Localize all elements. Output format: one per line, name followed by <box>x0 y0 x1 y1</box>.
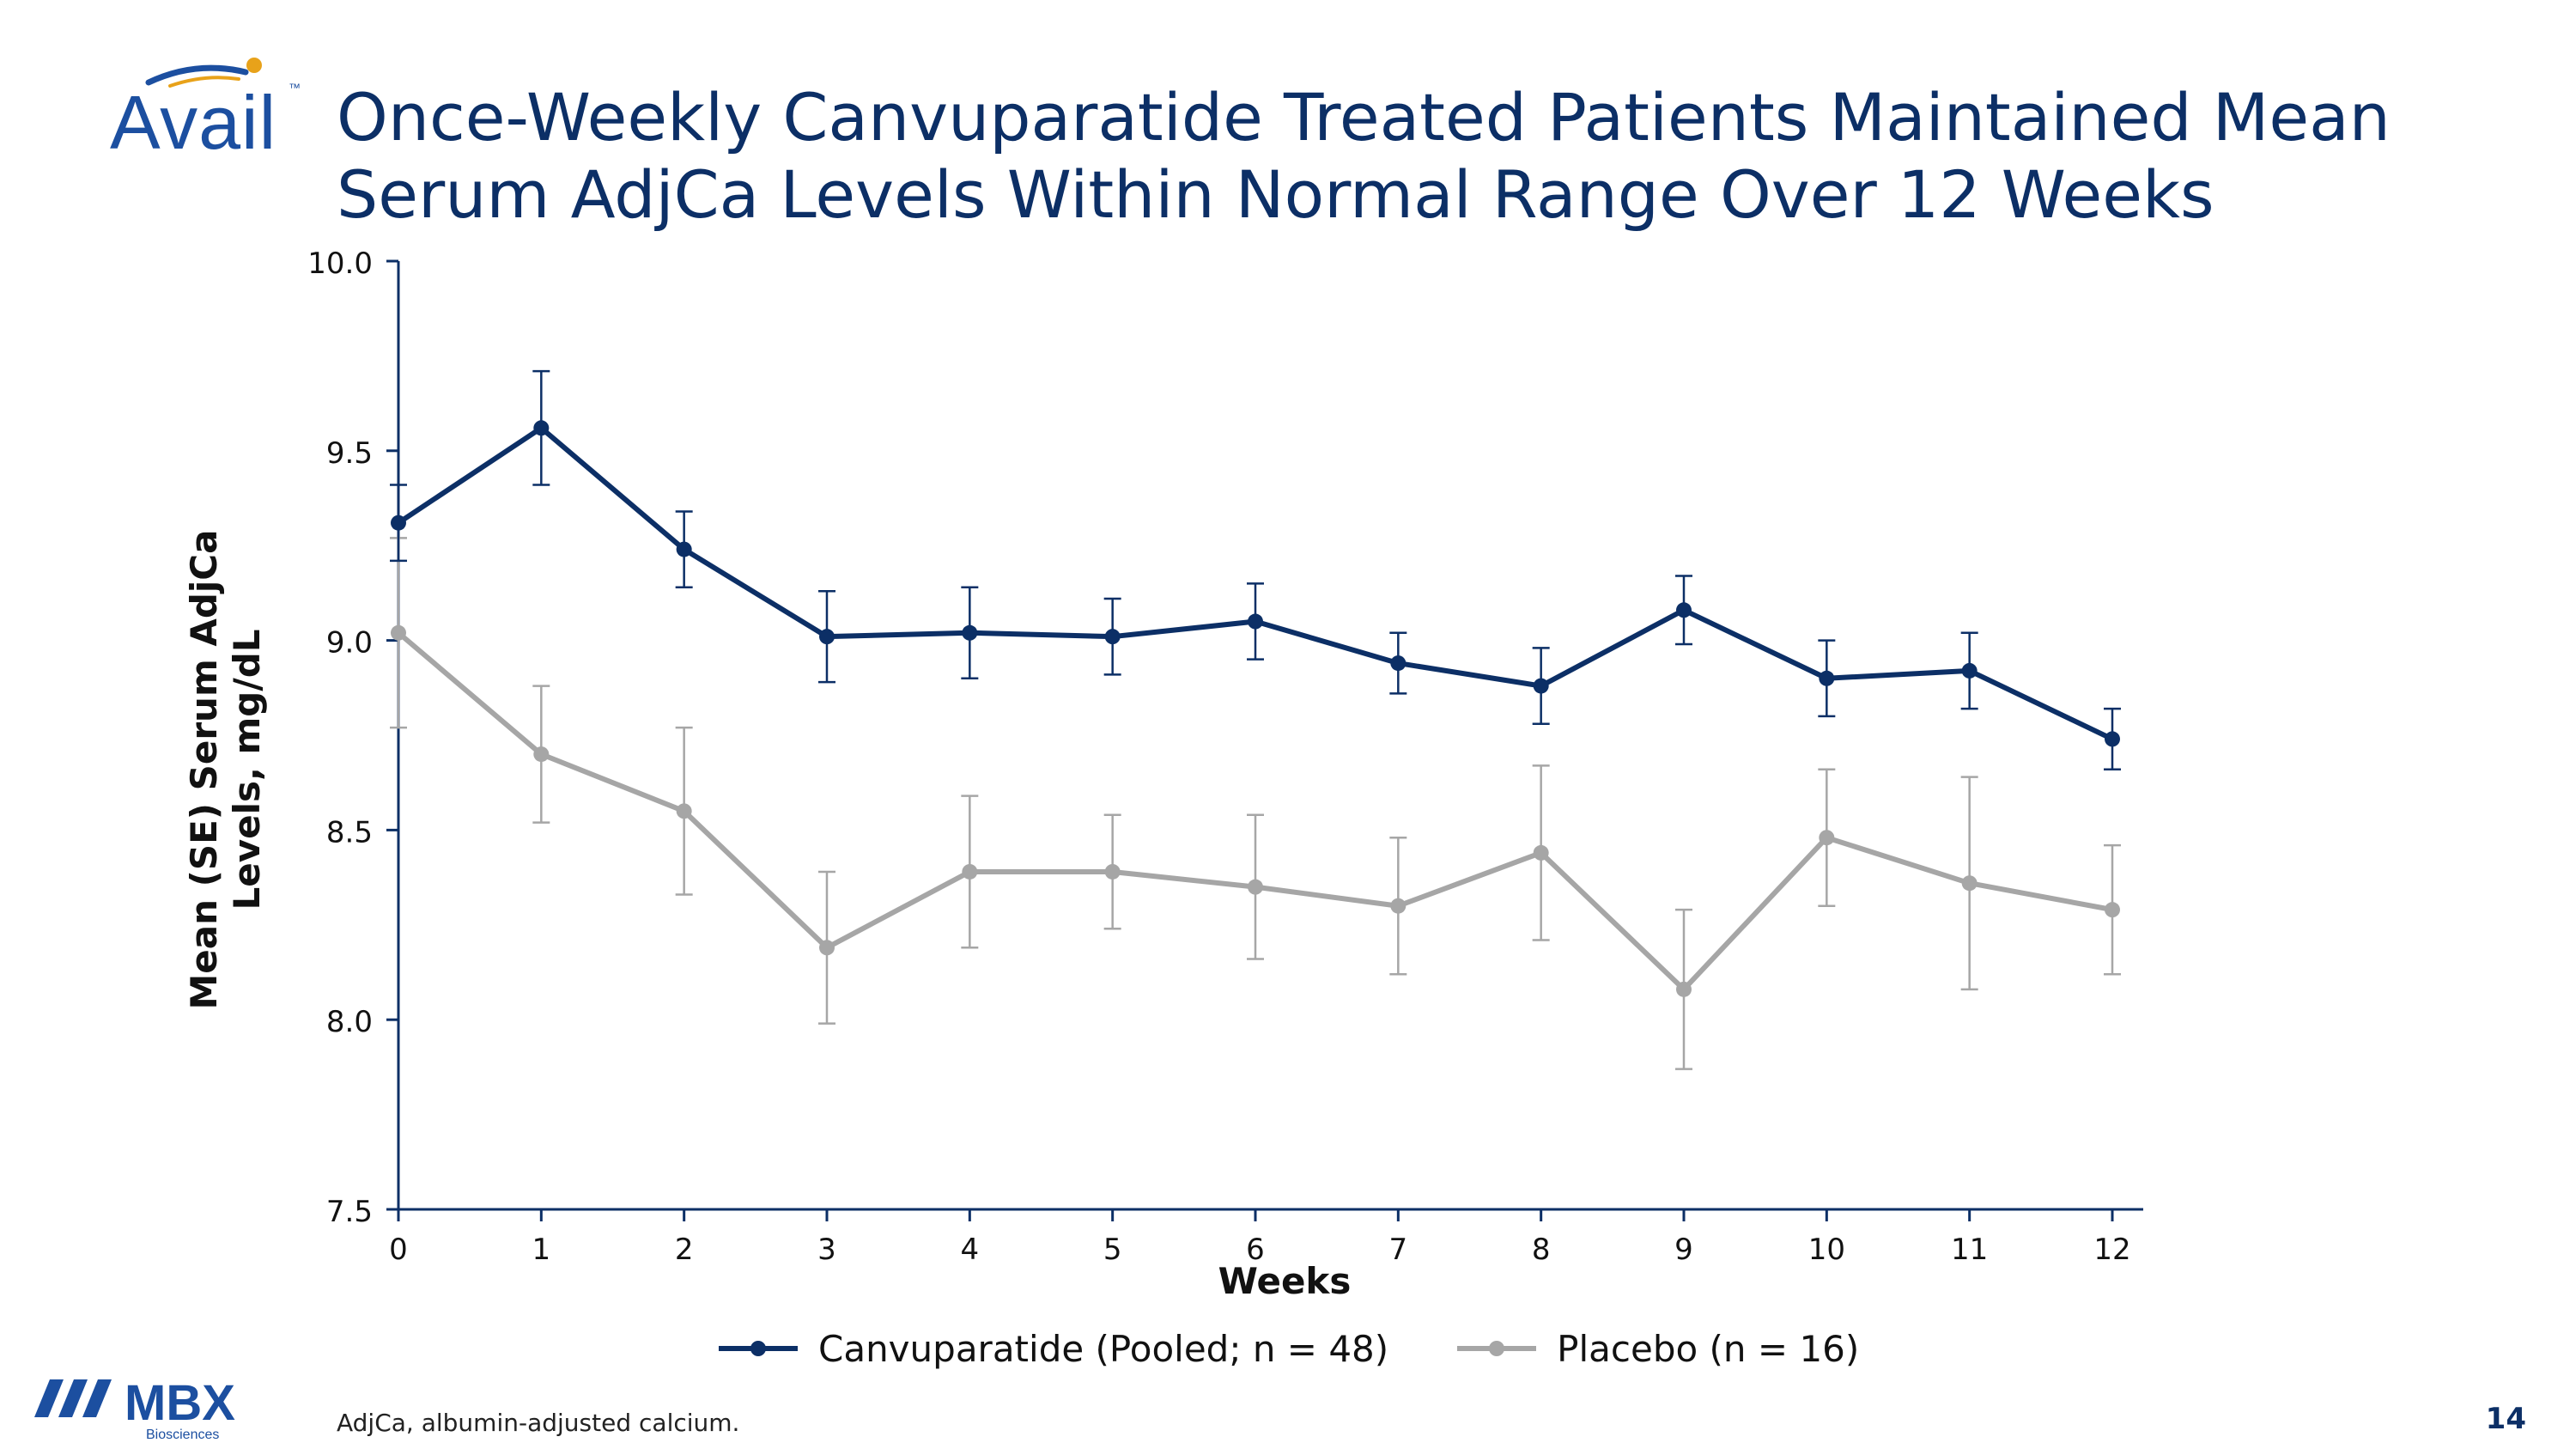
data-point-placebo <box>2105 902 2120 918</box>
x-tick-label: 6 <box>1246 1233 1265 1267</box>
mbx-logo: MBX Biosciences <box>34 1374 258 1443</box>
footnote: AdjCa, albumin-adjusted calcium. <box>337 1409 740 1437</box>
chart-axes: 7.58.08.59.09.510.00 1 2 3 4 5 6 7 8 9 10 11 12Weeks… <box>183 247 2143 1302</box>
data-point-placebo <box>819 940 835 956</box>
chart-series <box>390 369 2121 1070</box>
data-point-canvuparatide <box>1819 670 1835 686</box>
data-point-canvuparatide <box>1676 602 1692 618</box>
x-tick-label: 8 <box>1532 1233 1551 1267</box>
avail-logo: Avail ™ <box>110 53 307 165</box>
data-point-placebo <box>1390 898 1406 914</box>
data-point-placebo <box>533 746 550 763</box>
legend-marker-placebo <box>1457 1341 1537 1356</box>
legend-item-canvuparatide: Canvuparatide (Pooled; n = 48) <box>717 1328 1388 1370</box>
x-tick-label: 0 <box>389 1233 408 1267</box>
avail-trademark: ™ <box>289 81 301 94</box>
x-tick-label: 2 <box>675 1233 694 1267</box>
page-number: 14 <box>2485 1402 2526 1436</box>
avail-wordmark: Avail <box>110 80 277 165</box>
x-tick-label: 4 <box>961 1233 980 1267</box>
y-tick-label: 8.5 <box>326 815 373 849</box>
y-tick-label: 9.5 <box>326 436 373 471</box>
series-placebo <box>390 537 2121 1070</box>
data-point-canvuparatide <box>2105 731 2120 747</box>
x-tick-label: 7 <box>1389 1233 1408 1267</box>
mbx-mark-icon <box>34 1379 112 1417</box>
data-point-canvuparatide <box>533 420 550 436</box>
data-point-canvuparatide <box>1533 678 1549 694</box>
legend-item-placebo: Placebo (n = 16) <box>1455 1328 1859 1370</box>
x-tick-label: 11 <box>1951 1233 1988 1267</box>
y-axis-label: Mean (SE) Serum AdjCaLevels, mg/dL <box>183 530 268 1010</box>
x-tick-label: 1 <box>532 1233 551 1267</box>
y-tick-label: 9.0 <box>326 626 373 661</box>
slide-title: Once-Weekly Canvuparatide Treated Patien… <box>337 79 2526 234</box>
mbx-subtitle: Biosciences <box>146 1428 220 1442</box>
data-point-placebo <box>1961 875 1978 892</box>
data-point-placebo <box>1676 981 1692 997</box>
x-tick-label: 5 <box>1103 1233 1122 1267</box>
y-tick-label: 10.0 <box>307 247 373 281</box>
legend-label-placebo: Placebo (n = 16) <box>1557 1327 1860 1370</box>
data-point-placebo <box>676 803 692 819</box>
x-tick-label: 12 <box>2093 1233 2130 1267</box>
data-point-placebo <box>1819 830 1835 846</box>
x-tick-label: 9 <box>1674 1233 1693 1267</box>
data-point-placebo <box>1248 879 1263 895</box>
data-point-canvuparatide <box>962 624 978 641</box>
chart-legend: Canvuparatide (Pooled; n = 48) Placebo (… <box>717 1323 1926 1374</box>
data-point-canvuparatide <box>1961 662 1978 679</box>
legend-marker-canvuparatide <box>719 1341 798 1356</box>
slide-title-line-1: Once-Weekly Canvuparatide Treated Patien… <box>337 79 2391 155</box>
data-point-placebo <box>1533 844 1549 861</box>
y-tick-label: 7.5 <box>326 1195 373 1229</box>
data-point-canvuparatide <box>1390 655 1406 672</box>
y-axis-label-line: Levels, mg/dL <box>226 629 268 910</box>
x-tick-label: 3 <box>817 1233 836 1267</box>
data-point-canvuparatide <box>1248 613 1263 630</box>
data-point-placebo <box>1104 863 1121 880</box>
avail-swoosh-icon <box>145 58 262 88</box>
data-point-placebo <box>962 863 978 880</box>
mbx-wordmark: MBX <box>125 1375 235 1431</box>
data-point-canvuparatide <box>1104 629 1121 645</box>
x-tick-label: 10 <box>1808 1233 1845 1267</box>
y-tick-label: 8.0 <box>326 1005 373 1039</box>
data-point-canvuparatide <box>676 541 692 557</box>
data-point-canvuparatide <box>819 629 835 645</box>
series-canvuparatide <box>390 369 2121 770</box>
legend-label-canvuparatide: Canvuparatide (Pooled; n = 48) <box>818 1327 1389 1370</box>
data-point-canvuparatide <box>391 514 406 531</box>
data-point-placebo <box>391 624 406 641</box>
y-axis-label-line: Mean (SE) Serum AdjCa <box>183 530 225 1010</box>
x-axis-label: Weeks <box>1218 1260 1352 1302</box>
slide-title-line-2: Serum AdjCa Levels Within Normal Range O… <box>337 156 2215 233</box>
